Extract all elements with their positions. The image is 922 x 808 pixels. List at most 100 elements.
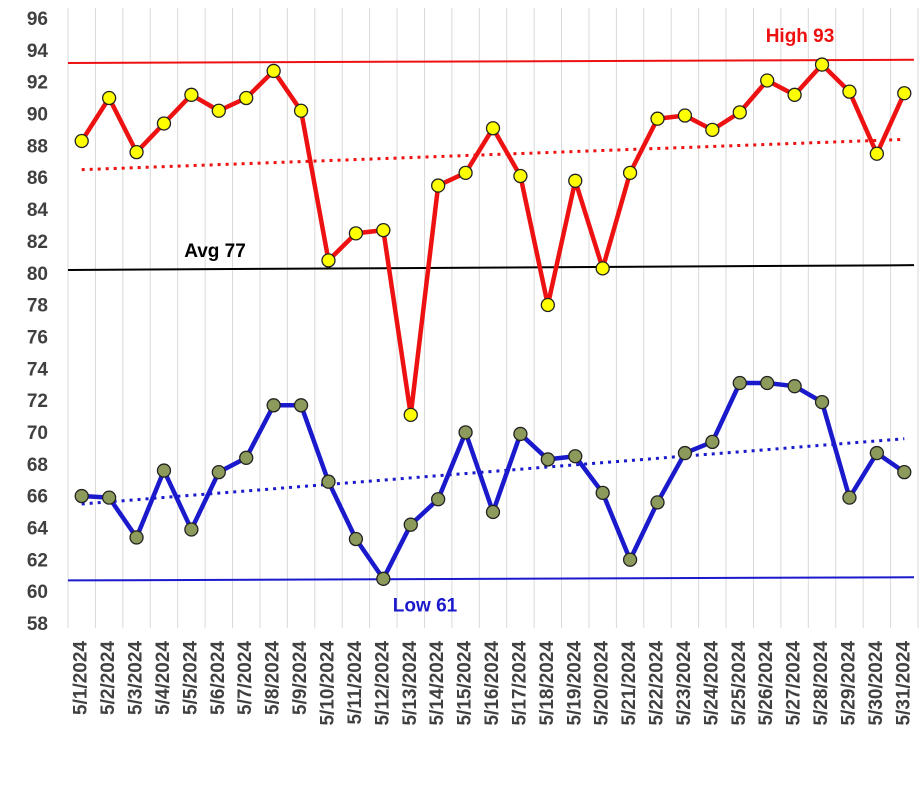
y-tick-label: 66 [27,487,48,508]
point [348,226,364,241]
x-tick-label: 5/16/2024 [482,641,503,726]
x-tick-label: 5/12/2024 [372,641,393,726]
y-tick-label: 70 [27,423,48,444]
point [184,522,199,537]
x-tick-label: 5/15/2024 [455,641,476,726]
y-tick-label: 88 [27,136,48,157]
trend-line [81,437,905,506]
point [431,492,446,507]
x-tick-label: 5/29/2024 [838,641,859,726]
point [760,73,775,88]
reference-line [67,58,915,64]
y-tick-label: 76 [27,327,48,348]
point [814,57,830,72]
reference-label: Avg 77 [184,241,246,262]
x-tick-label: 5/13/2024 [400,641,421,726]
point [787,87,802,102]
point [677,445,693,461]
point [458,425,473,440]
x-tick-label: 5/24/2024 [701,641,722,726]
x-tick-label: 5/11/2024 [345,641,366,725]
reference-line [67,576,915,582]
y-tick-label: 82 [27,232,48,253]
y-tick-label: 84 [27,200,49,221]
y-tick-label: 64 [27,518,49,539]
y-tick-label: 58 [27,614,48,635]
trend-line [81,137,905,172]
x-tick-label: 5/7/2024 [235,641,256,715]
point [568,173,583,188]
x-tick-label: 5/8/2024 [263,641,284,715]
point [403,407,418,422]
point [842,84,857,99]
point [513,168,528,184]
point [705,122,720,138]
point [376,223,391,238]
point [897,86,912,101]
point [211,465,226,480]
point [622,552,638,567]
point [74,488,89,504]
point [129,530,144,545]
x-tick-label: 5/1/2024 [71,641,92,715]
point [431,178,446,193]
point [568,449,583,464]
point [101,90,117,106]
x-tick-label: 5/14/2024 [427,641,448,726]
point [760,375,775,391]
x-tick-label: 5/23/2024 [674,641,695,726]
point [595,261,610,276]
x-tick-label: 5/19/2024 [564,641,585,726]
x-tick-label: 5/17/2024 [509,641,530,726]
point [74,133,89,149]
point [595,485,610,501]
y-tick-label: 68 [27,455,48,476]
point [293,103,309,118]
x-tick-label: 5/22/2024 [647,641,668,726]
point [732,375,747,391]
y-tick-label: 74 [27,359,49,380]
point [458,165,473,180]
point [348,531,364,547]
point [156,116,172,131]
reference-line [67,264,915,271]
x-tick-label: 5/25/2024 [729,641,750,726]
point [293,398,309,413]
point [540,452,555,467]
y-tick-label: 72 [27,391,48,412]
point [485,504,501,520]
point [513,426,528,442]
point [321,474,336,489]
point [897,465,912,480]
point [239,450,254,465]
point [403,517,418,532]
point [266,63,281,79]
point [787,379,802,394]
point [705,434,720,450]
point [842,490,857,505]
x-tick-label: 5/26/2024 [756,641,777,726]
x-tick-label: 5/9/2024 [290,641,311,715]
x-tick-label: 5/5/2024 [180,641,201,715]
point [156,463,172,478]
point [184,87,199,102]
x-tick-label: 5/18/2024 [537,641,558,726]
x-tick-label: 5/28/2024 [811,641,832,726]
point [650,495,665,510]
point [732,105,747,120]
point [485,121,501,136]
y-tick-label: 60 [27,582,48,603]
x-tick-label: 5/27/2024 [784,641,805,726]
point [101,490,117,505]
x-tick-label: 5/6/2024 [208,641,229,715]
x-tick-label: 5/2/2024 [98,641,119,715]
y-tick-label: 78 [27,296,48,317]
point [239,90,254,106]
point [869,146,885,161]
point [129,144,144,160]
point [814,394,830,410]
point [211,103,226,118]
y-tick-label: 80 [27,264,48,285]
x-tick-label: 5/20/2024 [592,641,613,726]
